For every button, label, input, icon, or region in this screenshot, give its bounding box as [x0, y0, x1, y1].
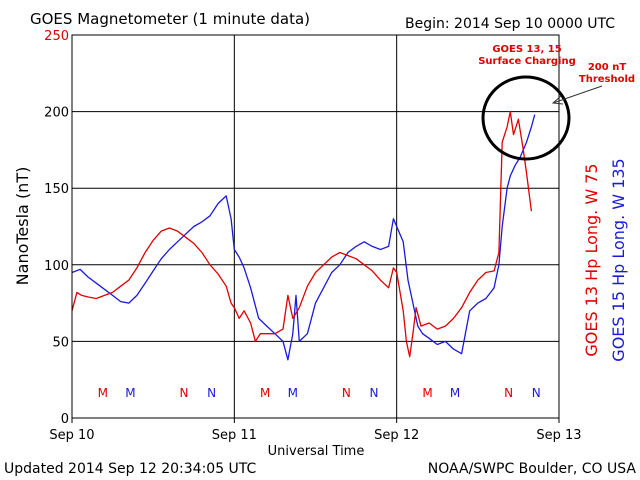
y-tick-label: 150: [44, 182, 69, 197]
mn-marker-n: N: [207, 386, 216, 400]
mn-marker-m: M: [450, 386, 460, 400]
updated-label: Updated 2014 Sep 12 20:34:05 UTC: [4, 461, 257, 477]
y-tick-label: 250: [44, 29, 69, 44]
goes13-series-line: [71, 110, 533, 358]
mn-marker-m: M: [98, 386, 108, 400]
chart-title: GOES Magnetometer (1 minute data): [30, 10, 310, 28]
x-tick-label: Sep 13: [536, 428, 581, 443]
mn-marker-m: M: [125, 386, 135, 400]
charging-circle: [481, 75, 571, 161]
mn-marker-m: M: [288, 386, 298, 400]
series-layer: [71, 110, 536, 361]
x-tick-label: Sep 11: [212, 428, 257, 443]
mn-marker-n: N: [369, 386, 378, 400]
x-tick-labels: Sep 10 Sep 11 Sep 12 Sep 13: [49, 428, 581, 443]
y-tick-label: 0: [61, 412, 69, 427]
mn-marker-m: M: [260, 386, 270, 400]
y-axis-label: NanoTesla (nT): [13, 167, 32, 286]
mn-marker-n: N: [342, 386, 351, 400]
threshold-arrow: [551, 85, 603, 105]
source-label: NOAA/SWPC Boulder, CO USA: [428, 461, 637, 477]
y-tick-label: 100: [44, 259, 69, 274]
begin-label: Begin: 2014 Sep 10 0000 UTC: [405, 16, 615, 32]
threshold-annotation-line1: 200 nT: [588, 62, 626, 73]
charging-annotation-line1: GOES 13, 15: [492, 44, 561, 55]
threshold-annotation-line2: Threshold: [579, 74, 635, 85]
charging-annotation-line2: Surface Charging: [478, 56, 576, 67]
y-tick-labels: 0 50 100 150 200 250: [44, 29, 69, 427]
x-tick-label: Sep 12: [374, 428, 419, 443]
mn-marker-n: N: [504, 386, 513, 400]
x-axis-label: Universal Time: [268, 444, 365, 459]
y-tick-label: 200: [44, 106, 69, 121]
mn-marker-n: N: [532, 386, 541, 400]
grid-layer: [71, 35, 560, 423]
goes13-series-label: GOES 13 Hp Long. W 75: [582, 163, 601, 356]
goes15-series-line: [71, 114, 536, 361]
y-tick-label: 50: [52, 335, 69, 350]
plot-frame: [71, 34, 560, 419]
mn-marker-n: N: [180, 386, 189, 400]
x-tick-label: Sep 10: [49, 428, 94, 443]
mn-marker-m: M: [422, 386, 432, 400]
goes15-series-label: GOES 15 Hp Long. W 135: [609, 158, 628, 361]
